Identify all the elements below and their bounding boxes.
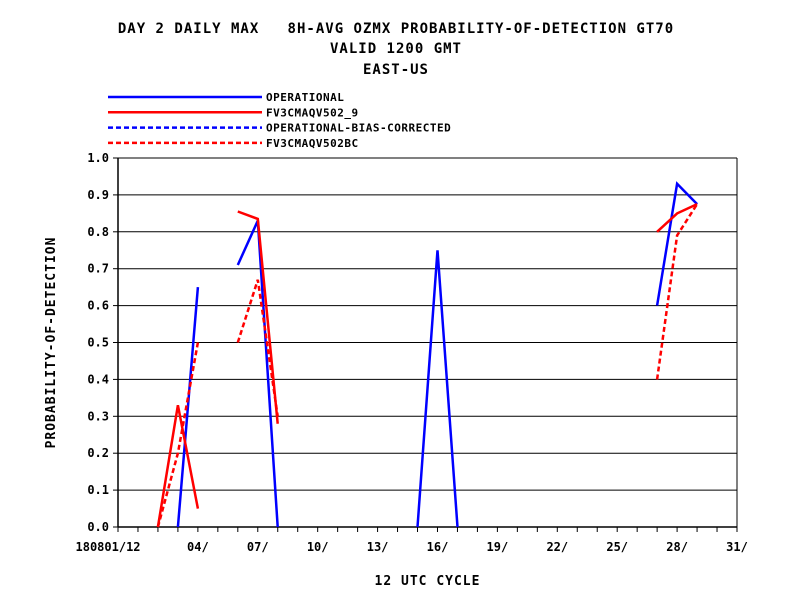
y-tick-label: 0.5 xyxy=(87,336,109,350)
chart-series xyxy=(156,181,699,528)
x-tick-label: 07/ xyxy=(247,540,269,554)
y-tick-label: 0.7 xyxy=(87,262,109,276)
series-line xyxy=(655,203,699,380)
x-tick-label: 31/ xyxy=(726,540,748,554)
series-line xyxy=(176,286,200,528)
y-axis-title: PROBABILITY-OF-DETECTION xyxy=(44,237,59,449)
x-tick-label: 13/ xyxy=(367,540,389,554)
series-line xyxy=(237,210,279,424)
x-tick-label: 19/ xyxy=(487,540,509,554)
chart-title-line2: VALID 1200 GMT xyxy=(329,41,462,57)
x-tick-label: 10/ xyxy=(307,540,329,554)
legend-label: FV3CMAQV502BC xyxy=(266,137,359,150)
y-tick-label: 0.9 xyxy=(87,188,109,202)
x-tick-label: 28/ xyxy=(666,540,688,554)
y-tick-label: 0.6 xyxy=(87,299,109,313)
x-axis-title: 12 UTC CYCLE xyxy=(375,574,481,589)
chart-title-line3: EAST-US xyxy=(362,62,429,78)
y-tick-label: 0.8 xyxy=(87,225,109,239)
series-line xyxy=(156,404,200,528)
series-line xyxy=(236,279,279,417)
y-tick-label: 0.2 xyxy=(87,446,109,460)
chart-axis-labels: 0.0 0.1 0.2 0.3 0.4 0.5 0.6 0.7 0.8 0.9 1.0 180801/… xyxy=(44,151,748,589)
x-tick-label: 22/ xyxy=(546,540,568,554)
series-line xyxy=(416,250,459,528)
series-line xyxy=(655,181,698,306)
y-tick-label: 0.1 xyxy=(87,483,109,497)
legend-label: OPERATIONAL-BIAS-CORRECTED xyxy=(266,122,451,135)
series-line xyxy=(156,342,200,528)
y-tick-label: 0.4 xyxy=(87,372,109,386)
x-tick-label: 16/ xyxy=(427,540,449,554)
legend-label: FV3CMAQV502_9 xyxy=(266,106,359,119)
x-tick-label: 180801/12 xyxy=(76,540,141,554)
chart-axes xyxy=(113,157,738,532)
y-tick-label: 1.0 xyxy=(87,151,109,165)
y-tick-label: 0.0 xyxy=(87,520,109,534)
legend-label: OPERATIONAL xyxy=(266,91,344,104)
chart-title-line1: DAY 2 DAILY MAX 8H-AVG OZMX PROBABILITY-… xyxy=(117,21,675,37)
chart-grid xyxy=(118,157,737,491)
x-tick-label: 25/ xyxy=(606,540,628,554)
series-line xyxy=(656,202,698,233)
chart-legend: OPERATIONAL FV3CMAQV502_9 OPERATIONAL-BIAS… xyxy=(108,91,451,150)
y-tick-label: 0.3 xyxy=(87,409,109,423)
x-tick-label: 04/ xyxy=(187,540,209,554)
